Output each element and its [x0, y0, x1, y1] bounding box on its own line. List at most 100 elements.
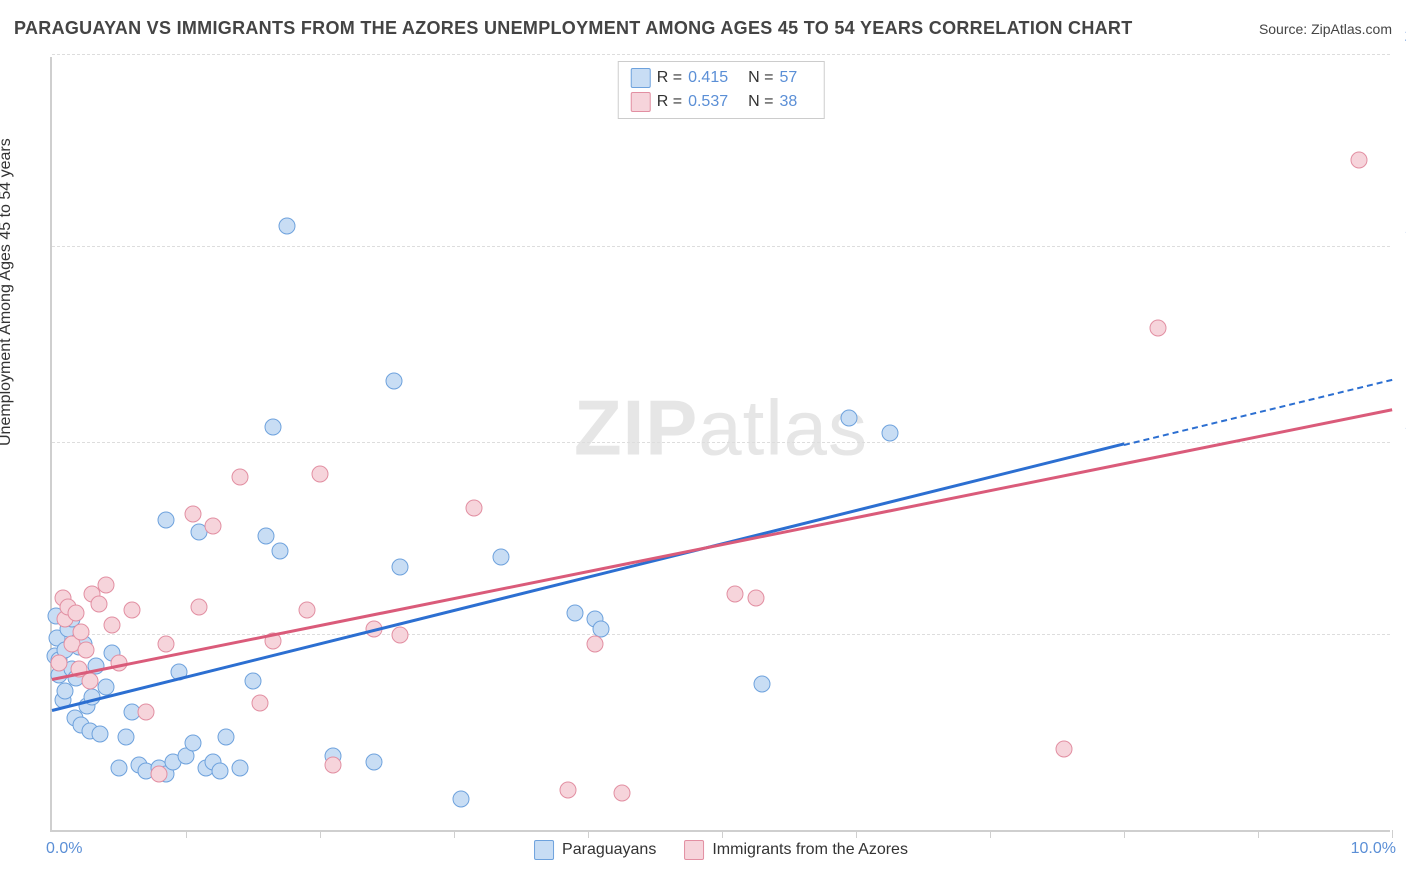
data-point	[68, 605, 85, 622]
gridline	[52, 54, 1390, 55]
data-point	[104, 617, 121, 634]
data-point	[466, 499, 483, 516]
legend-item: Paraguayans	[534, 840, 656, 860]
legend-r-value: 0.415	[688, 66, 728, 90]
legend-n-prefix: N =	[748, 90, 773, 114]
x-axis-min-label: 0.0%	[46, 840, 82, 858]
watermark-rest: atlas	[698, 384, 868, 472]
data-point	[117, 729, 134, 746]
x-tick	[186, 830, 187, 838]
data-point	[392, 626, 409, 643]
data-point	[258, 527, 275, 544]
data-point	[251, 694, 268, 711]
legend-swatch	[631, 92, 651, 112]
data-point	[727, 586, 744, 603]
data-point	[111, 760, 128, 777]
legend-row: R =0.415 N =57	[631, 66, 812, 90]
data-point	[1055, 741, 1072, 758]
watermark-bold: ZIP	[574, 384, 698, 472]
data-point	[566, 605, 583, 622]
data-point	[613, 784, 630, 801]
legend-n-value: 57	[779, 66, 797, 90]
legend-swatch	[684, 840, 704, 860]
data-point	[747, 589, 764, 606]
data-point	[184, 505, 201, 522]
data-point	[90, 595, 107, 612]
legend-r-value: 0.537	[688, 90, 728, 114]
y-tick-label: 18.8%	[1398, 220, 1406, 238]
data-point	[204, 518, 221, 535]
x-tick	[722, 830, 723, 838]
legend-row: R =0.537 N =38	[631, 90, 812, 114]
correlation-legend: R =0.415 N =57 R =0.537 N =38	[618, 61, 825, 119]
data-point	[245, 673, 262, 690]
source-label: Source: ZipAtlas.com	[1259, 21, 1392, 37]
legend-r-prefix: R =	[657, 90, 682, 114]
regression-line	[52, 443, 1125, 713]
data-point	[184, 735, 201, 752]
x-tick	[588, 830, 589, 838]
x-tick	[856, 830, 857, 838]
data-point	[385, 372, 402, 389]
y-tick-label: 25.0%	[1398, 28, 1406, 46]
data-point	[365, 753, 382, 770]
scatter-plot: ZIPatlas R =0.415N =57R =0.537N =38 Para…	[50, 57, 1390, 832]
x-tick	[454, 830, 455, 838]
data-point	[392, 558, 409, 575]
data-point	[1350, 152, 1367, 169]
data-point	[124, 601, 141, 618]
x-tick	[1124, 830, 1125, 838]
legend-n-prefix: N =	[748, 66, 773, 90]
gridline	[52, 634, 1390, 635]
data-point	[218, 729, 235, 746]
series-legend: Paraguayans Immigrants from the Azores	[534, 840, 908, 860]
x-axis-max-label: 10.0%	[1351, 840, 1396, 858]
data-point	[593, 620, 610, 637]
data-point	[73, 623, 90, 640]
legend-label: Immigrants from the Azores	[712, 841, 908, 859]
legend-swatch	[534, 840, 554, 860]
data-point	[211, 763, 228, 780]
data-point	[265, 419, 282, 436]
data-point	[157, 512, 174, 529]
regression-line	[52, 409, 1393, 682]
data-point	[191, 598, 208, 615]
data-point	[298, 601, 315, 618]
gridline	[52, 246, 1390, 247]
data-point	[97, 577, 114, 594]
data-point	[452, 791, 469, 808]
data-point	[77, 642, 94, 659]
x-tick	[1258, 830, 1259, 838]
x-tick	[990, 830, 991, 838]
data-point	[881, 425, 898, 442]
data-point	[50, 654, 67, 671]
data-point	[278, 217, 295, 234]
legend-label: Paraguayans	[562, 841, 656, 859]
data-point	[586, 636, 603, 653]
chart-title: PARAGUAYAN VS IMMIGRANTS FROM THE AZORES…	[14, 18, 1133, 39]
data-point	[325, 756, 342, 773]
y-axis-label: Unemployment Among Ages 45 to 54 years	[0, 138, 15, 446]
data-point	[231, 468, 248, 485]
y-tick-label: 6.3%	[1398, 608, 1406, 626]
x-tick	[320, 830, 321, 838]
data-point	[754, 676, 771, 693]
data-point	[151, 766, 168, 783]
gridline	[52, 442, 1390, 443]
data-point	[231, 760, 248, 777]
data-point	[157, 636, 174, 653]
data-point	[92, 725, 109, 742]
y-tick-label: 12.5%	[1398, 416, 1406, 434]
x-tick	[1392, 830, 1393, 838]
data-point	[81, 673, 98, 690]
data-point	[559, 781, 576, 798]
legend-n-value: 38	[779, 90, 797, 114]
data-point	[137, 704, 154, 721]
legend-item: Immigrants from the Azores	[684, 840, 908, 860]
data-point	[492, 549, 509, 566]
legend-swatch	[631, 68, 651, 88]
data-point	[841, 409, 858, 426]
watermark: ZIPatlas	[574, 383, 868, 474]
data-point	[312, 465, 329, 482]
legend-r-prefix: R =	[657, 66, 682, 90]
